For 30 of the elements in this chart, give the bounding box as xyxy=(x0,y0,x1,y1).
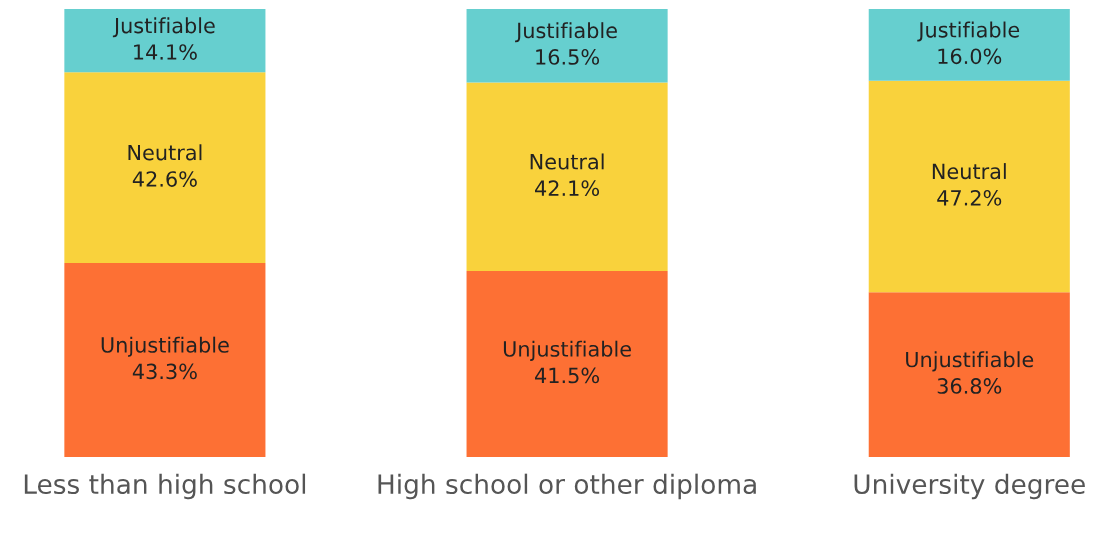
data-label: 36.8% xyxy=(937,378,1002,394)
bar xyxy=(868,292,1070,457)
bar xyxy=(868,9,1070,81)
text: Justifiable xyxy=(515,22,617,43)
bar xyxy=(64,263,266,457)
bar xyxy=(466,9,668,83)
data-label: 42.1% xyxy=(535,180,600,197)
data-label: 16.0% xyxy=(938,48,1002,65)
data-label: 43.3% xyxy=(132,363,197,380)
data-label: 41.5% xyxy=(535,367,600,384)
series-label: Neutral xyxy=(932,163,1006,180)
text: Unjustifiable xyxy=(503,340,631,361)
text: Neutral xyxy=(530,153,604,170)
x-tick-label: Less than high school xyxy=(24,473,306,500)
data-label: 16.5% xyxy=(536,49,600,65)
data-label: 42.6% xyxy=(132,171,197,187)
x-tick-label: University degree xyxy=(854,473,1085,500)
data-label: 14.1% xyxy=(134,44,197,60)
series-label: Unjustifiable xyxy=(906,351,1034,372)
text: Justifiable xyxy=(917,21,1020,42)
bar xyxy=(64,9,266,73)
bar xyxy=(466,271,668,457)
bar xyxy=(64,72,266,264)
bar xyxy=(466,82,668,272)
x-tick-label: High school or other diploma xyxy=(378,473,756,500)
text: Neutral xyxy=(128,144,202,161)
data-label: 47.2% xyxy=(937,189,1002,206)
bar xyxy=(868,80,1070,293)
series-label: Justifiable xyxy=(112,17,215,38)
text: Unjustifiable xyxy=(101,336,229,357)
